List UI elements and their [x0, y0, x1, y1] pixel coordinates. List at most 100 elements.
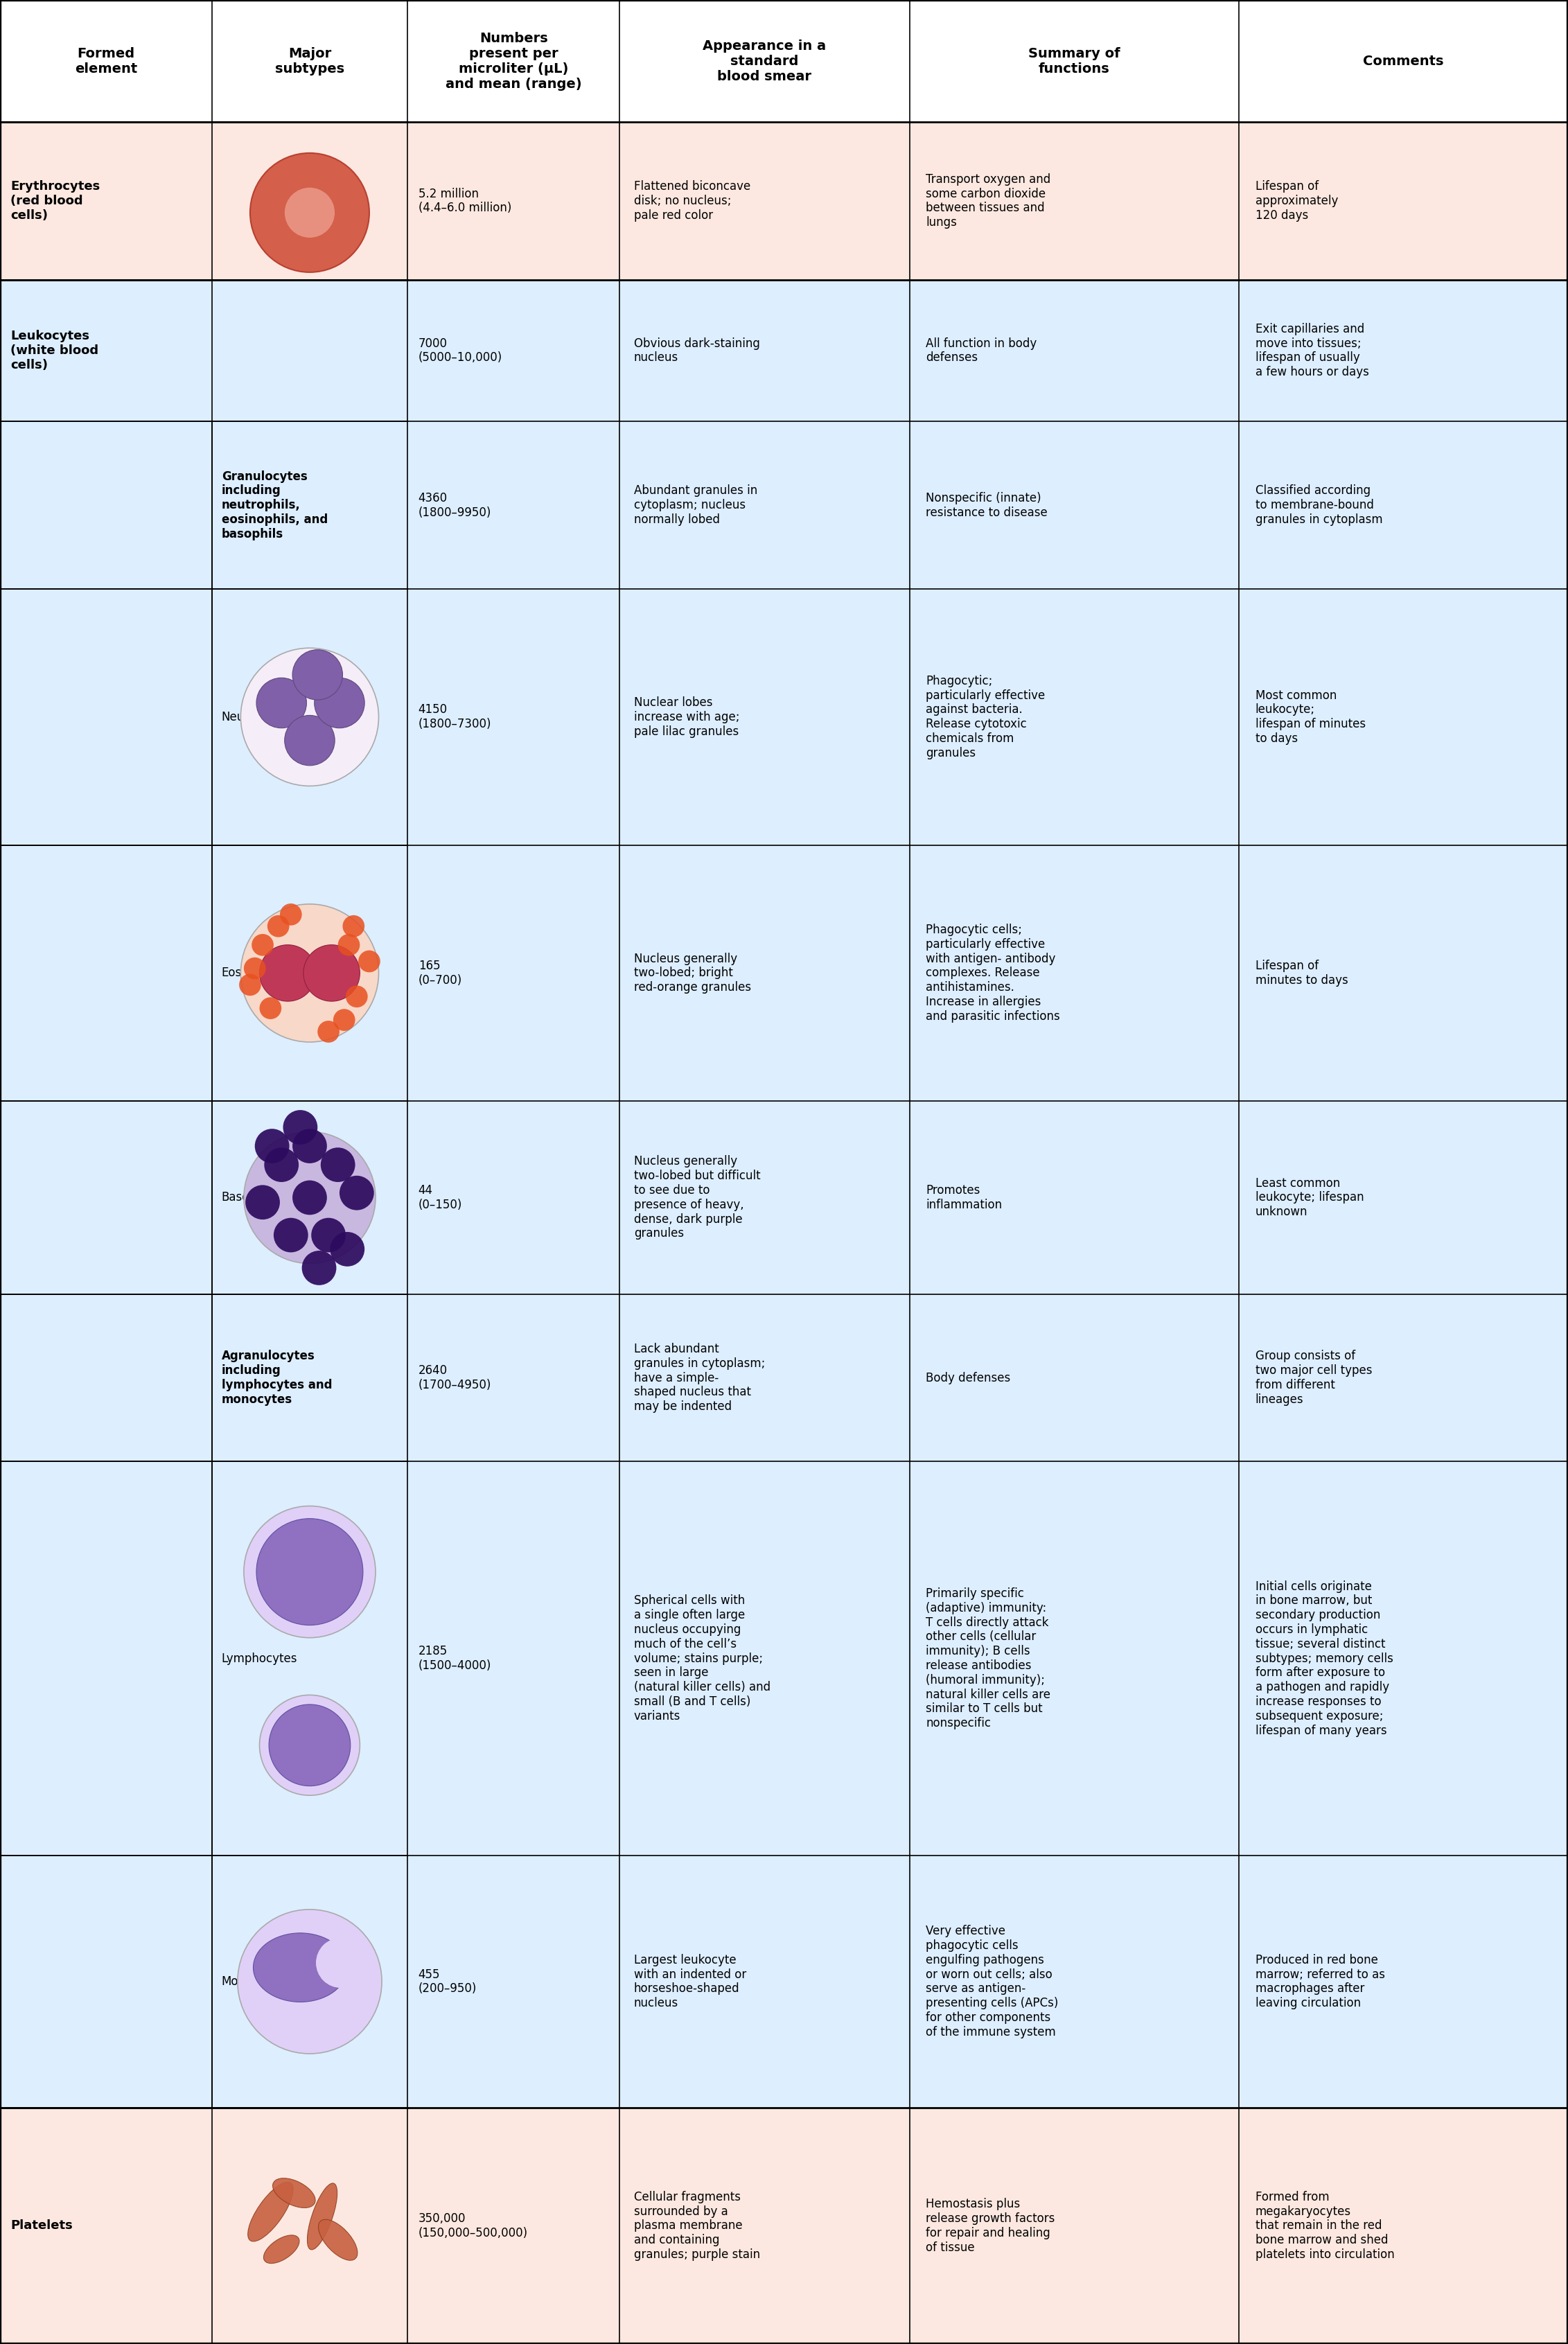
Bar [0, 2107, 1568, 2344]
Ellipse shape [285, 188, 334, 237]
Text: Obvious dark-staining
nucleus: Obvious dark-staining nucleus [633, 338, 760, 363]
Bar [207, 279, 216, 2107]
Text: Nuclear lobes
increase with age;
pale lilac granules: Nuclear lobes increase with age; pale li… [633, 696, 740, 738]
Ellipse shape [248, 2182, 293, 2241]
Text: Lifespan of
approximately
120 days: Lifespan of approximately 120 days [1256, 180, 1338, 223]
Text: 350,000
(150,000–500,000): 350,000 (150,000–500,000) [419, 2213, 528, 2239]
Ellipse shape [273, 2178, 315, 2208]
Ellipse shape [307, 2182, 337, 2250]
Text: Nonspecific (innate)
resistance to disease: Nonspecific (innate) resistance to disea… [925, 492, 1047, 518]
Bar [0, 0, 1568, 122]
Ellipse shape [245, 956, 267, 980]
Text: Phagocytic;
particularly effective
against bacteria.
Release cytotoxic
chemicals: Phagocytic; particularly effective again… [925, 675, 1046, 759]
Text: Appearance in a
standard
blood smear: Appearance in a standard blood smear [702, 40, 826, 82]
Text: Exit capillaries and
move into tissues;
lifespan of usually
a few hours or days: Exit capillaries and move into tissues; … [1256, 323, 1369, 377]
Ellipse shape [270, 1704, 351, 1786]
Text: Lymphocytes: Lymphocytes [221, 1653, 298, 1664]
Ellipse shape [310, 1219, 347, 1252]
Bar [0, 122, 1568, 279]
Text: 2185
(1500–4000): 2185 (1500–4000) [419, 1645, 491, 1671]
Text: Classified according
to membrane-bound
granules in cytoplasm: Classified according to membrane-bound g… [1256, 485, 1383, 525]
Ellipse shape [238, 1910, 383, 2053]
Ellipse shape [285, 715, 336, 766]
Bar [207, 0, 216, 422]
Text: Most common
leukocyte;
lifespan of minutes
to days: Most common leukocyte; lifespan of minut… [1256, 689, 1366, 745]
Text: Nucleus generally
two-lobed but difficult
to see due to
presence of heavy,
dense: Nucleus generally two-lobed but difficul… [633, 1156, 760, 1240]
Text: Spherical cells with
a single often large
nucleus occupying
much of the cell’s
v: Spherical cells with a single often larg… [633, 1594, 770, 1723]
Text: 2640
(1700–4950): 2640 (1700–4950) [419, 1364, 491, 1392]
Ellipse shape [257, 677, 307, 729]
Ellipse shape [284, 1111, 317, 1144]
Ellipse shape [274, 1219, 307, 1252]
Text: Lifespan of
minutes to days: Lifespan of minutes to days [1256, 959, 1348, 987]
Ellipse shape [251, 152, 370, 272]
Text: Formed
element: Formed element [75, 47, 136, 75]
Ellipse shape [318, 2220, 358, 2260]
Text: Formed from
megakaryocytes
that remain in the red
bone marrow and shed
platelets: Formed from megakaryocytes that remain i… [1256, 2192, 1394, 2262]
Text: Neutrophils: Neutrophils [221, 710, 287, 724]
Ellipse shape [245, 1505, 376, 1638]
Text: Produced in red bone
marrow; referred to as
macrophages after
leaving circulatio: Produced in red bone marrow; referred to… [1256, 1953, 1385, 2009]
Text: Least common
leukocyte; lifespan
unknown: Least common leukocyte; lifespan unknown [1256, 1177, 1364, 1219]
Text: Numbers
present per
microliter (μL)
and mean (range): Numbers present per microliter (μL) and … [445, 30, 582, 91]
Ellipse shape [240, 973, 260, 996]
Ellipse shape [268, 914, 290, 938]
Ellipse shape [265, 1149, 299, 1181]
Ellipse shape [260, 1695, 361, 1796]
Text: Initial cells originate
in bone marrow, but
secondary production
occurs in lymph: Initial cells originate in bone marrow, … [1256, 1580, 1392, 1737]
Text: Basophils: Basophils [221, 1191, 276, 1205]
Text: 4150
(1800–7300): 4150 (1800–7300) [419, 703, 491, 731]
Ellipse shape [329, 1233, 364, 1266]
Text: Body defenses: Body defenses [925, 1371, 1011, 1383]
Ellipse shape [241, 647, 379, 785]
Ellipse shape [293, 1181, 326, 1214]
Text: Platelets: Platelets [11, 2220, 72, 2231]
Text: Granulocytes
including
neutrophils,
eosinophils, and
basophils: Granulocytes including neutrophils, eosi… [221, 471, 328, 541]
Text: Monocytes: Monocytes [221, 1976, 284, 1988]
Text: Very effective
phagocytic cells
engulfing pathogens
or worn out cells; also
serv: Very effective phagocytic cells engulfin… [925, 1924, 1058, 2039]
Text: Leukocytes
(white blood
cells): Leukocytes (white blood cells) [11, 331, 99, 370]
Text: Promotes
inflammation: Promotes inflammation [925, 1184, 1002, 1212]
Text: Transport oxygen and
some carbon dioxide
between tissues and
lungs: Transport oxygen and some carbon dioxide… [925, 173, 1051, 230]
Text: 7000
(5000–10,000): 7000 (5000–10,000) [419, 338, 502, 363]
Ellipse shape [260, 945, 315, 1001]
Ellipse shape [345, 984, 367, 1008]
Text: Eosinophils: Eosinophils [221, 966, 287, 980]
Ellipse shape [314, 677, 364, 729]
Bar [207, 122, 216, 279]
Ellipse shape [304, 945, 361, 1001]
Ellipse shape [343, 914, 364, 938]
Text: Summary of
functions: Summary of functions [1029, 47, 1120, 75]
Ellipse shape [254, 1934, 348, 2002]
Text: Agranulocytes
including
lymphocytes and
monocytes: Agranulocytes including lymphocytes and … [221, 1350, 332, 1406]
Text: Nucleus generally
two-lobed; bright
red-orange granules: Nucleus generally two-lobed; bright red-… [633, 952, 751, 994]
Ellipse shape [257, 1519, 364, 1624]
Ellipse shape [358, 949, 381, 973]
Ellipse shape [279, 902, 301, 926]
Ellipse shape [321, 1149, 354, 1181]
Ellipse shape [245, 1132, 376, 1263]
Text: Lack abundant
granules in cytoplasm;
have a simple-
shaped nucleus that
may be i: Lack abundant granules in cytoplasm; hav… [633, 1343, 765, 1413]
Text: 5.2 million
(4.4–6.0 million): 5.2 million (4.4–6.0 million) [419, 188, 511, 213]
Bar [0, 279, 1568, 2107]
Ellipse shape [293, 1130, 326, 1163]
Ellipse shape [256, 1130, 290, 1163]
Ellipse shape [318, 1020, 340, 1043]
Text: Largest leukocyte
with an indented or
horseshoe-shaped
nucleus: Largest leukocyte with an indented or ho… [633, 1953, 746, 2009]
Ellipse shape [260, 996, 282, 1020]
Text: 455
(200–950): 455 (200–950) [419, 1969, 477, 1995]
Text: Primarily specific
(adaptive) immunity:
T cells directly attack
other cells (cel: Primarily specific (adaptive) immunity: … [925, 1587, 1051, 1730]
Text: 4360
(1800–9950): 4360 (1800–9950) [419, 492, 491, 518]
Ellipse shape [241, 905, 379, 1043]
Text: Flattened biconcave
disk; no nucleus;
pale red color: Flattened biconcave disk; no nucleus; pa… [633, 180, 751, 223]
Ellipse shape [339, 933, 359, 956]
Text: 165
(0–700): 165 (0–700) [419, 959, 463, 987]
Ellipse shape [303, 1252, 336, 1285]
Ellipse shape [339, 1177, 375, 1210]
Text: Phagocytic cells;
particularly effective
with antigen- antibody
complexes. Relea: Phagocytic cells; particularly effective… [925, 924, 1060, 1022]
Text: Hemostasis plus
release growth factors
for repair and healing
of tissue: Hemostasis plus release growth factors f… [925, 2199, 1055, 2253]
Text: Erythrocytes
(red blood
cells): Erythrocytes (red blood cells) [11, 180, 100, 223]
Ellipse shape [263, 2236, 299, 2264]
Text: Major
subtypes: Major subtypes [274, 47, 345, 75]
Ellipse shape [293, 649, 343, 701]
